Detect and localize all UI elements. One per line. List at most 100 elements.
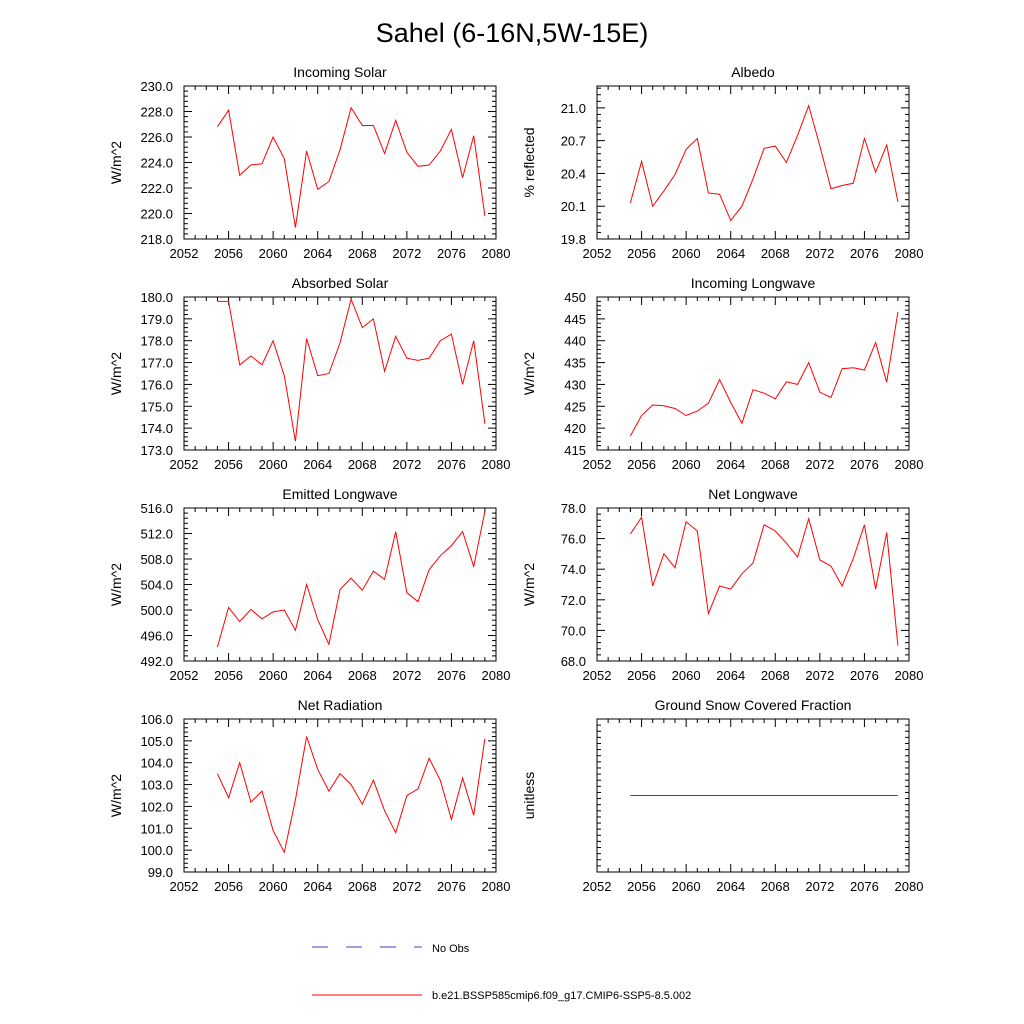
x-tick-label: 2072 (805, 668, 834, 683)
x-tick-label: 2056 (627, 668, 656, 683)
plot-frame (183, 296, 497, 451)
y-tick-label: 435 (564, 356, 586, 371)
y-tick-label: 508.0 (140, 552, 173, 567)
y-tick-label: 512.0 (140, 527, 173, 542)
y-axis-label: W/m^2 (521, 563, 537, 606)
x-tick-label: 2052 (170, 879, 199, 894)
panel-title: Emitted Longwave (282, 486, 397, 502)
panel-title: Net Longwave (708, 486, 798, 502)
x-tick-label: 2064 (716, 457, 745, 472)
y-tick-label: 177.0 (140, 356, 173, 371)
plot-frame (596, 296, 910, 451)
y-tick-label: 101.0 (140, 821, 173, 836)
x-tick-label: 2056 (627, 246, 656, 261)
panel-2: Absorbed Solar W/m^2 2052 2056 2060 2064 2068 2… (108, 275, 510, 472)
x-tick-label: 2056 (627, 879, 656, 894)
x-tick-label: 2072 (392, 879, 421, 894)
y-tick-label: 105.0 (140, 734, 173, 749)
panels: Incoming Solar W/m^2 2052 2056 2060 2064 2068 2… (108, 64, 923, 894)
x-tick-label: 2068 (348, 246, 377, 261)
y-tick-label: 78.0 (561, 501, 586, 516)
y-tick-label: 72.0 (561, 593, 586, 608)
x-tick-label: 2080 (482, 668, 511, 683)
panel-1: Albedo % reflected 2052 2056 2060 2064 2068 207… (521, 64, 923, 261)
x-tick-label: 2064 (716, 246, 745, 261)
series-line (216, 736, 486, 854)
x-tick-label: 2080 (895, 668, 924, 683)
y-tick-label: 70.0 (561, 623, 586, 638)
x-tick-label: 2068 (348, 879, 377, 894)
y-axis-label: % reflected (521, 127, 537, 197)
x-tick-label: 2060 (672, 457, 701, 472)
y-tick-label: 174.0 (140, 421, 173, 436)
x-tick-label: 2080 (895, 879, 924, 894)
plot-frame (596, 85, 910, 240)
series-line (216, 511, 486, 648)
panel-6: Net Radiation W/m^2 2052 2056 2060 2064 2068 20… (108, 697, 510, 894)
y-tick-label: 450 (564, 290, 586, 305)
x-tick-label: 2068 (348, 668, 377, 683)
y-tick-label: 176.0 (140, 377, 173, 392)
panel-0: Incoming Solar W/m^2 2052 2056 2060 2064 2068 2… (108, 64, 510, 261)
x-tick-label: 2052 (170, 668, 199, 683)
y-tick-label: 440 (564, 334, 586, 349)
x-tick-label: 2076 (437, 246, 466, 261)
x-tick-label: 2060 (259, 668, 288, 683)
x-tick-label: 2072 (805, 457, 834, 472)
y-tick-label: 21.0 (561, 101, 586, 116)
x-tick-label: 2060 (672, 246, 701, 261)
x-tick-label: 2056 (214, 668, 243, 683)
x-tick-label: 2060 (259, 879, 288, 894)
y-axis-label: W/m^2 (521, 352, 537, 395)
y-tick-label: 180.0 (140, 290, 173, 305)
y-axis-label: W/m^2 (108, 563, 124, 606)
x-tick-label: 2064 (716, 668, 745, 683)
panel-4: Emitted Longwave W/m^2 2052 2056 2060 2064 206… (108, 486, 510, 683)
panel-title: Incoming Solar (293, 64, 387, 80)
series-line (216, 106, 486, 228)
x-tick-label: 2080 (482, 246, 511, 261)
y-tick-label: 425 (564, 399, 586, 414)
figure-title: Sahel (6-16N,5W-15E) (376, 18, 649, 48)
y-tick-label: 230.0 (140, 79, 173, 94)
x-tick-label: 2052 (583, 457, 612, 472)
panel-title: Ground Snow Covered Fraction (655, 697, 852, 713)
x-tick-label: 2068 (761, 668, 790, 683)
y-tick-label: 179.0 (140, 312, 173, 327)
y-axis-label: W/m^2 (108, 774, 124, 817)
y-tick-label: 100.0 (140, 843, 173, 858)
x-tick-label: 2080 (482, 457, 511, 472)
panel-title: Absorbed Solar (292, 275, 389, 291)
x-tick-label: 2076 (850, 879, 879, 894)
y-tick-label: 106.0 (140, 712, 173, 727)
y-tick-label: 218.0 (140, 232, 173, 247)
y-tick-label: 226.0 (140, 130, 173, 145)
x-tick-label: 2056 (214, 246, 243, 261)
y-tick-label: 178.0 (140, 334, 173, 349)
panel-title: Net Radiation (298, 697, 383, 713)
panel-3: Incoming Longwave W/m^2 2052 2056 2060 2064 20… (521, 275, 923, 472)
y-tick-label: 516.0 (140, 501, 173, 516)
series-line (217, 297, 486, 442)
legend-label-model: b.e21.BSSP585cmip6.f09_g17.CMIP6-SSP5-8.… (432, 990, 691, 1002)
series-line (629, 515, 899, 646)
y-tick-label: 500.0 (140, 603, 173, 618)
y-tick-label: 103.0 (140, 778, 173, 793)
x-tick-label: 2076 (437, 457, 466, 472)
plot-frame (183, 718, 497, 873)
x-tick-label: 2056 (214, 457, 243, 472)
y-tick-label: 420 (564, 421, 586, 436)
x-tick-label: 2076 (850, 246, 879, 261)
y-axis-label: W/m^2 (108, 141, 124, 184)
x-tick-label: 2068 (761, 879, 790, 894)
x-tick-label: 2064 (303, 246, 332, 261)
y-tick-label: 220.0 (140, 207, 173, 222)
x-tick-label: 2080 (895, 246, 924, 261)
x-tick-label: 2064 (303, 879, 332, 894)
legend-label-no-obs: No Obs (432, 943, 470, 955)
y-tick-label: 20.4 (561, 166, 586, 181)
x-tick-label: 2064 (716, 879, 745, 894)
y-tick-label: 175.0 (140, 399, 173, 414)
panel-title: Albedo (731, 64, 775, 80)
